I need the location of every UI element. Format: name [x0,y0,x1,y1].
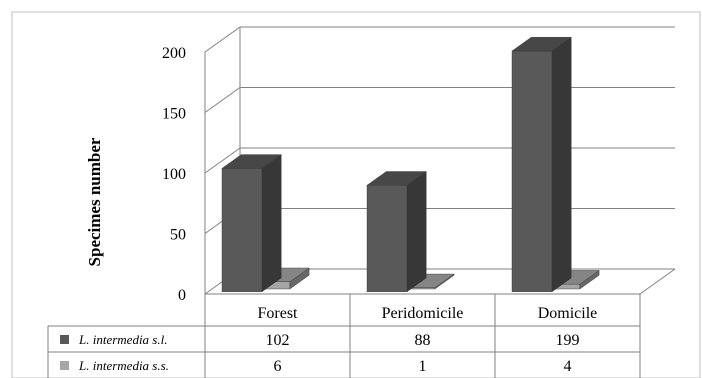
data-label: 4 [564,358,572,375]
y-tick-label: 100 [162,166,186,183]
data-label: 102 [266,332,290,349]
bar-top [511,37,572,52]
x-category-label: Domicile [538,305,598,322]
y-tick-label: 150 [162,106,186,123]
bar-side [551,36,572,293]
y-tick-label: 200 [162,45,186,62]
data-label: 6 [274,358,282,375]
data-label: 199 [556,332,580,349]
gridline-diagonal [204,26,241,53]
bar [221,168,263,292]
x-category-label: Peridomicile [382,305,464,322]
bar [511,50,553,292]
floor-right-edge [639,268,676,295]
gridlines [204,26,675,234]
bar-side [406,171,427,293]
data-table: Forest Peridomicile Domicile L. intermedia … [47,294,641,378]
gridline-diagonal [204,147,241,174]
plot-walls [204,27,676,295]
chart-border [11,11,701,378]
bar-side [261,154,282,293]
y-tick-label: 50 [170,227,186,244]
y-tick-label: 0 [178,287,186,304]
data-label: 88 [415,332,431,349]
gridline-diagonal [204,87,241,113]
legend-swatch [60,361,69,370]
legend-label: L. intermedia s.l. [78,332,167,347]
legend-swatch [60,335,69,344]
bar [366,185,408,292]
y-axis-label: Specimes number [85,137,104,266]
data-label: 1 [419,358,427,375]
bars [221,36,600,293]
bar-top [221,154,282,169]
y-axis-ticks: 0 50 100 150 200 [162,45,186,304]
bar-top [366,171,427,186]
x-category-label: Forest [258,305,299,322]
legend-label: L. intermedia s.s. [78,358,169,373]
